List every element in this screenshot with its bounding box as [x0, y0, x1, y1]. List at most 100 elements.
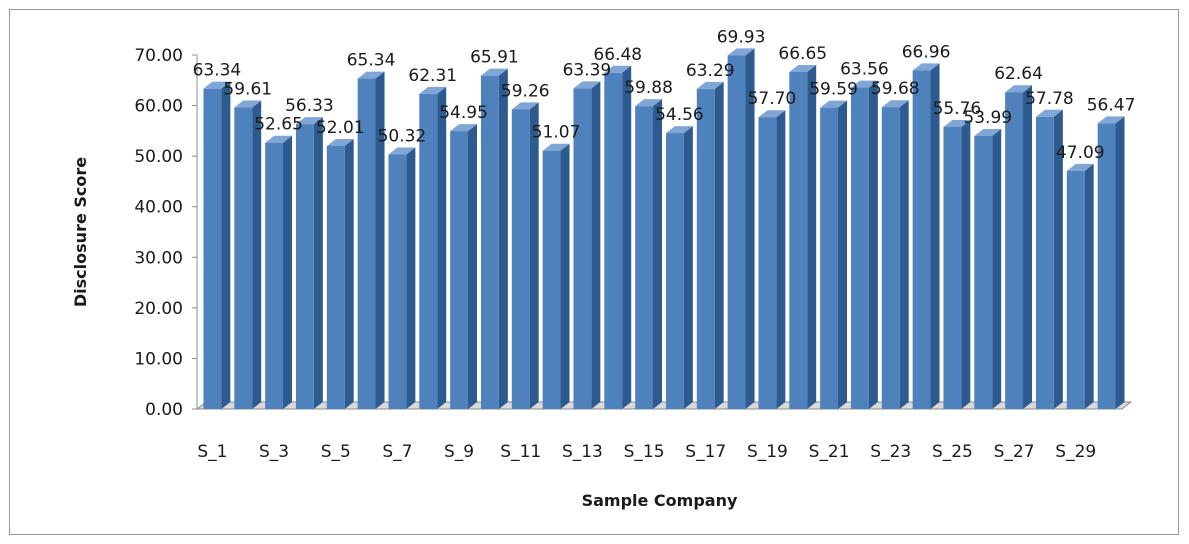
bar-side — [868, 80, 878, 410]
bar-top — [850, 80, 878, 88]
data-label: 57.70 — [748, 89, 797, 109]
bar-front — [635, 106, 654, 409]
x-tick-label: S_23 — [870, 442, 911, 462]
bar-front — [419, 93, 438, 409]
data-label: 63.56 — [840, 60, 889, 80]
bar-side — [961, 120, 971, 409]
bar — [758, 110, 786, 410]
bar-top — [295, 117, 323, 125]
bar — [943, 120, 971, 409]
y-axis-title: Disclosure Score — [71, 157, 90, 307]
bar — [388, 147, 416, 409]
bar-side — [745, 48, 755, 409]
bar-series — [203, 48, 1125, 410]
bar-front — [758, 117, 777, 410]
bar-top — [388, 147, 416, 155]
bar-top — [357, 71, 385, 79]
bar — [511, 102, 539, 409]
data-label: 65.91 — [470, 48, 519, 68]
bar-side — [313, 117, 323, 410]
bar — [419, 86, 447, 409]
y-tick-label: 0.00 — [145, 400, 183, 420]
bar — [542, 143, 570, 409]
x-tick-label: S_3 — [259, 442, 289, 462]
bar-front — [450, 131, 469, 410]
y-tick-label: 70.00 — [134, 46, 183, 66]
bar-side — [283, 135, 293, 409]
bar-side — [1084, 163, 1094, 409]
x-axis-ticks: S_1 S_3 S_5 S_7 S_9 S_11 S_13 S_15 S_17 S_19 S_21 S… — [197, 442, 1096, 462]
data-label: 63.29 — [686, 61, 735, 81]
bar-side — [375, 71, 385, 409]
bar-side — [992, 128, 1002, 410]
data-label: 51.07 — [532, 123, 581, 143]
bar — [234, 100, 262, 410]
data-label: 59.61 — [223, 80, 272, 100]
bar — [604, 65, 632, 409]
bar-front — [850, 87, 869, 410]
data-label: 63.34 — [193, 61, 242, 81]
bar-top — [1035, 109, 1063, 117]
bar-top — [820, 100, 848, 108]
y-tick-label: 60.00 — [134, 97, 183, 117]
bar-front — [881, 107, 900, 410]
data-label: 63.39 — [563, 60, 612, 80]
bar-top — [234, 100, 262, 108]
data-label: 54.95 — [439, 103, 488, 123]
bar-front — [1097, 123, 1116, 409]
bar-side — [1023, 85, 1033, 409]
bar-front — [573, 88, 592, 410]
x-tick-label: S_5 — [321, 442, 351, 462]
y-tick-label: 50.00 — [134, 147, 183, 167]
chart-frame: 0.00 10.00 20.00 30.00 40.00 50.00 60.00 70.00 … — [9, 9, 1179, 535]
bar — [480, 68, 508, 409]
bar-top — [758, 110, 786, 118]
bar — [265, 135, 293, 409]
bar — [1035, 109, 1063, 410]
y-tick-label: 20.00 — [134, 299, 183, 319]
bar-top — [511, 102, 539, 110]
bar-side — [252, 100, 262, 410]
data-label: 66.65 — [778, 44, 827, 64]
bar-side — [406, 147, 416, 409]
bar — [1066, 163, 1094, 409]
bar — [727, 48, 755, 409]
data-label: 56.33 — [285, 96, 334, 116]
y-tick-label: 40.00 — [134, 198, 183, 218]
bar-side — [529, 102, 539, 409]
bar-side — [807, 64, 817, 409]
bar — [881, 100, 909, 410]
bar-front — [295, 124, 314, 410]
bar-side — [1115, 116, 1125, 409]
data-label: 59.88 — [624, 78, 673, 98]
bar-top — [265, 135, 293, 143]
x-tick-label: S_9 — [444, 442, 474, 462]
bar-front — [265, 142, 284, 409]
bar-top — [480, 68, 508, 76]
bar-top — [943, 120, 971, 128]
bar-front — [820, 107, 839, 409]
x-tick-label: S_19 — [747, 442, 788, 462]
bar-front — [326, 145, 345, 409]
data-label: 66.96 — [902, 42, 951, 62]
bar-top — [789, 64, 817, 72]
data-label: 62.31 — [408, 66, 457, 86]
data-label: 56.47 — [1087, 95, 1136, 115]
bar-side — [930, 63, 940, 409]
data-label: 66.48 — [593, 45, 642, 65]
data-label: 57.78 — [1025, 89, 1074, 109]
data-label: 59.68 — [871, 79, 920, 99]
data-label: 54.56 — [655, 105, 704, 125]
bar — [203, 81, 231, 409]
bar-chart: 0.0010.0020.0030.0040.0050.0060.0070.00 … — [71, 27, 1136, 510]
bar-top — [419, 86, 447, 94]
bar-front — [943, 127, 962, 409]
bar — [789, 64, 817, 409]
bar-top — [696, 81, 724, 89]
bar — [573, 81, 601, 410]
bar — [295, 117, 323, 410]
bar-front — [1066, 170, 1085, 409]
bar-front — [480, 75, 499, 409]
bar-top — [912, 63, 940, 71]
x-tick-label: S_17 — [685, 442, 726, 462]
